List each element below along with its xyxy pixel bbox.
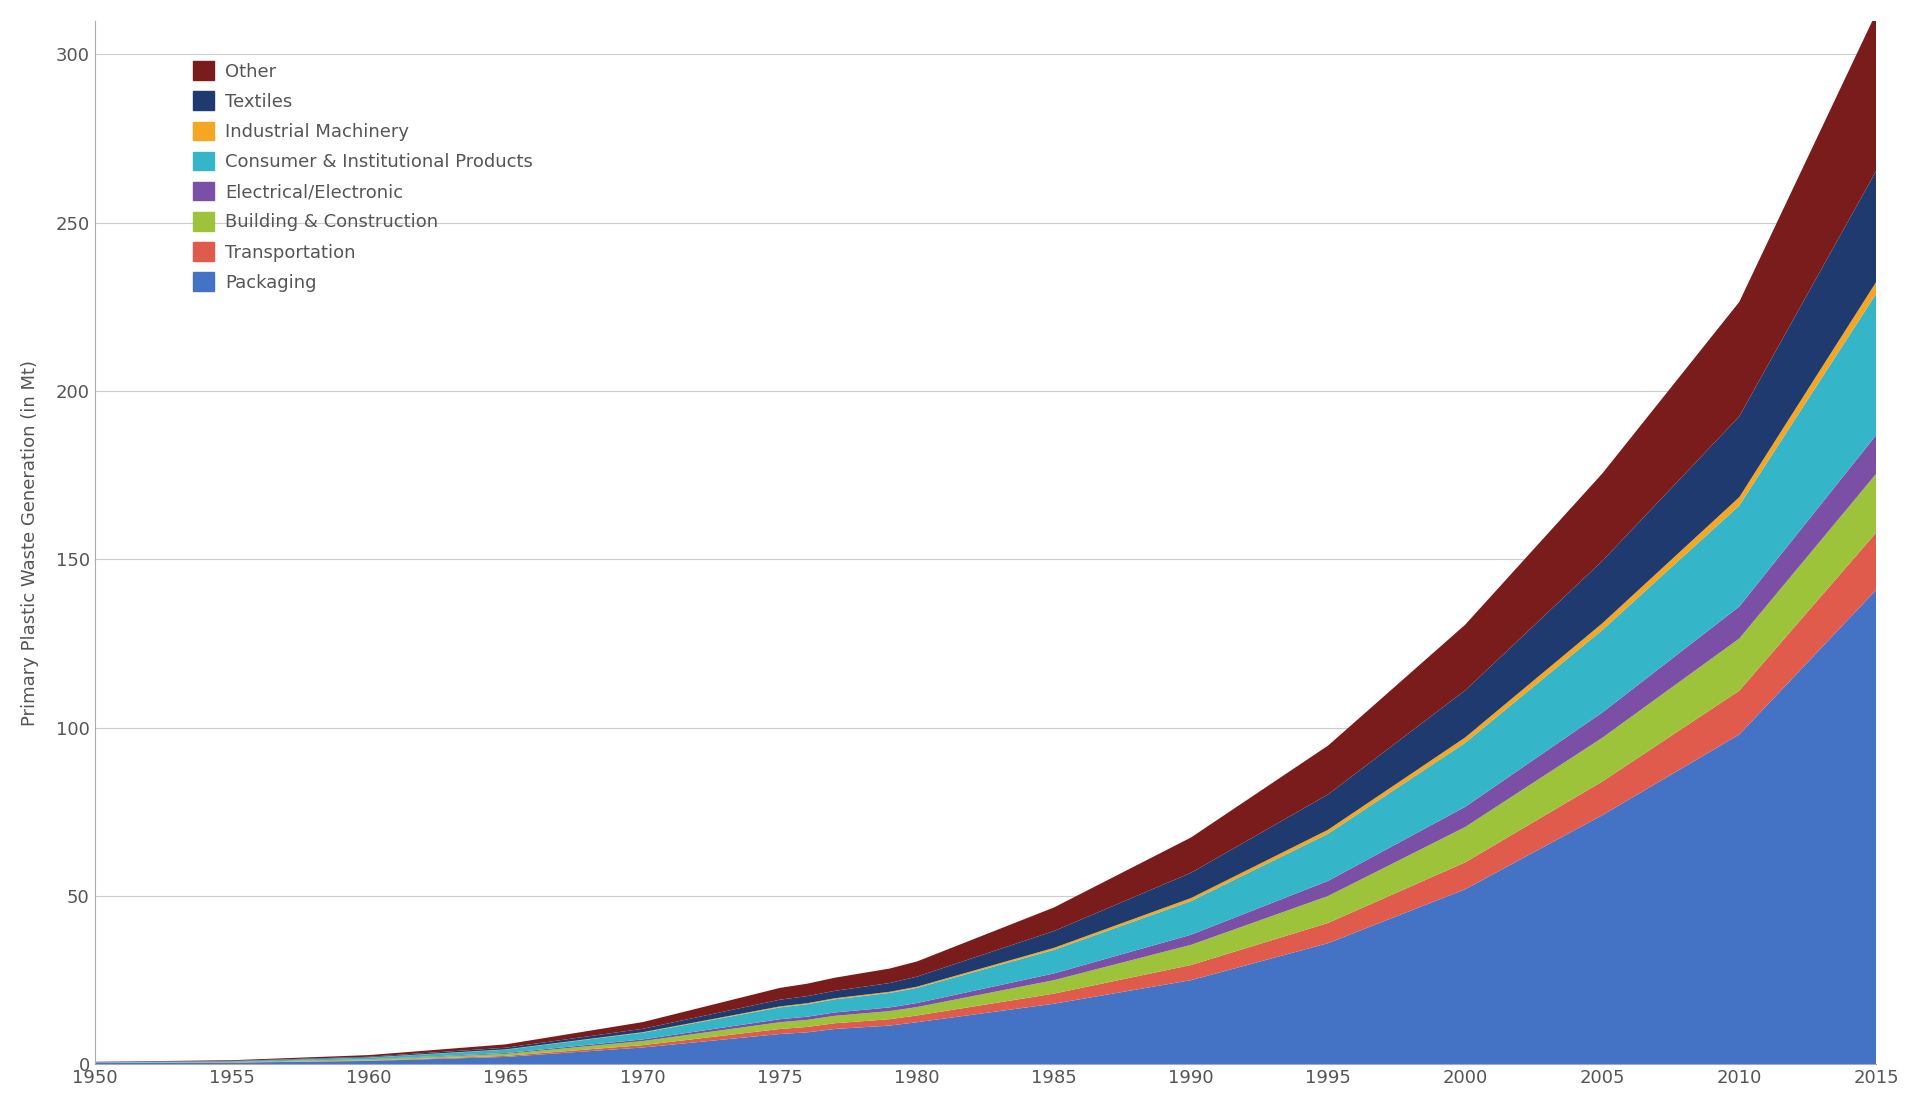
Y-axis label: Primary Plastic Waste Generation (in Mt): Primary Plastic Waste Generation (in Mt) [21, 360, 38, 726]
Legend: Other, Textiles, Industrial Machinery, Consumer & Institutional Products, Electr: Other, Textiles, Industrial Machinery, C… [192, 61, 534, 291]
